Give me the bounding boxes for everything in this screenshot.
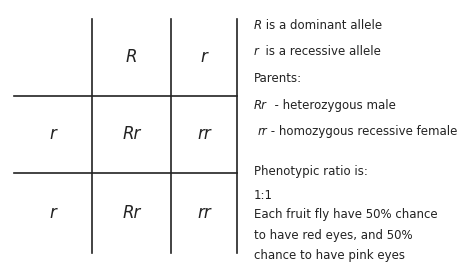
Text: r: r <box>201 48 207 66</box>
Text: r: r <box>50 125 57 143</box>
Text: R: R <box>254 19 262 32</box>
Text: is a recessive allele: is a recessive allele <box>258 45 382 58</box>
Text: 1:1: 1:1 <box>254 189 273 202</box>
Text: r: r <box>50 204 57 222</box>
Text: chance to have pink eyes: chance to have pink eyes <box>254 250 405 262</box>
Text: rr: rr <box>197 204 211 222</box>
Text: rr: rr <box>197 125 211 143</box>
Text: Rr: Rr <box>254 99 266 111</box>
Text: to have red eyes, and 50%: to have red eyes, and 50% <box>254 229 412 242</box>
Text: Rr: Rr <box>122 125 141 143</box>
Text: r: r <box>254 45 258 58</box>
Text: is a dominant allele: is a dominant allele <box>262 19 382 32</box>
Text: Phenotypic ratio is:: Phenotypic ratio is: <box>254 165 367 178</box>
Text: - homozygous recessive female: - homozygous recessive female <box>267 125 457 138</box>
Text: R: R <box>126 48 137 66</box>
Text: - heterozygous male: - heterozygous male <box>266 99 395 111</box>
Text: Rr: Rr <box>122 204 141 222</box>
Text: Each fruit fly have 50% chance: Each fruit fly have 50% chance <box>254 208 437 221</box>
Text: rr: rr <box>257 125 267 138</box>
Text: Parents:: Parents: <box>254 72 302 85</box>
